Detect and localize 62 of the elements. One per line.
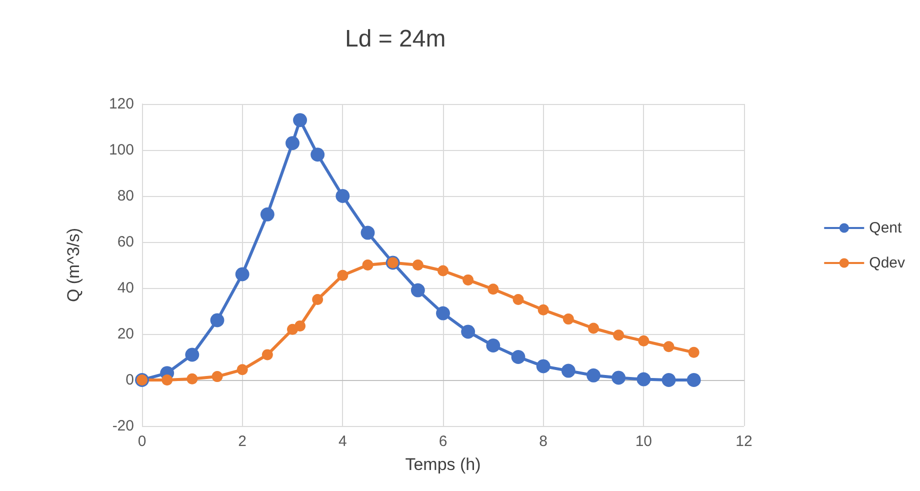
point bbox=[686, 373, 701, 387]
point bbox=[262, 349, 273, 360]
legend-label: Qent bbox=[869, 220, 902, 236]
y-tick-label: 80 bbox=[117, 188, 134, 204]
point bbox=[310, 148, 325, 162]
point bbox=[362, 260, 374, 270]
point bbox=[336, 189, 350, 203]
point bbox=[293, 113, 308, 128]
x-tick-label: 6 bbox=[438, 433, 448, 450]
legend-label: Qdev bbox=[869, 254, 906, 272]
point bbox=[412, 260, 424, 270]
point bbox=[286, 136, 300, 150]
chart-title: Ld = 24m bbox=[345, 26, 446, 52]
point bbox=[360, 226, 375, 240]
point bbox=[638, 335, 650, 346]
point bbox=[612, 370, 626, 385]
point bbox=[588, 322, 599, 334]
point bbox=[162, 374, 173, 386]
point bbox=[210, 313, 224, 328]
point bbox=[235, 267, 250, 282]
point bbox=[461, 324, 476, 339]
point bbox=[538, 304, 549, 316]
point bbox=[462, 274, 474, 286]
x-tick-label: 2 bbox=[238, 433, 247, 450]
point bbox=[688, 346, 700, 358]
point bbox=[410, 283, 425, 298]
y-tick-label: -20 bbox=[112, 418, 134, 434]
x-axis-title: Temps (h) bbox=[405, 455, 481, 474]
point bbox=[613, 330, 624, 341]
x-tick-label: 10 bbox=[635, 433, 652, 450]
y-tick-label: 20 bbox=[117, 326, 134, 342]
point bbox=[294, 320, 306, 332]
y-tick-label: 60 bbox=[117, 234, 134, 250]
point bbox=[511, 350, 526, 364]
x-tick-label: 0 bbox=[138, 433, 146, 450]
point bbox=[436, 306, 450, 320]
point bbox=[488, 284, 499, 295]
point bbox=[438, 265, 448, 276]
point bbox=[212, 371, 223, 382]
point bbox=[561, 364, 576, 378]
y-tick-label: 0 bbox=[126, 372, 134, 388]
point bbox=[562, 314, 574, 325]
y-axis-title: Q (m^3/s) bbox=[64, 228, 83, 302]
y-tick-label: 100 bbox=[108, 142, 134, 158]
point bbox=[185, 348, 200, 362]
x-tick-label: 8 bbox=[539, 433, 548, 450]
point bbox=[636, 372, 651, 386]
y-tick-label: 120 bbox=[108, 96, 134, 112]
point bbox=[236, 364, 248, 376]
point bbox=[186, 373, 198, 384]
x-tick-label: 12 bbox=[736, 433, 752, 450]
point bbox=[512, 294, 524, 305]
point bbox=[260, 207, 274, 222]
point bbox=[486, 338, 500, 352]
point bbox=[312, 294, 324, 305]
point bbox=[663, 341, 674, 352]
x-tick-label: 4 bbox=[338, 433, 347, 450]
y-tick-label: 40 bbox=[117, 280, 134, 296]
point bbox=[337, 270, 348, 281]
point bbox=[536, 359, 550, 374]
point bbox=[586, 368, 600, 382]
point bbox=[662, 373, 676, 387]
